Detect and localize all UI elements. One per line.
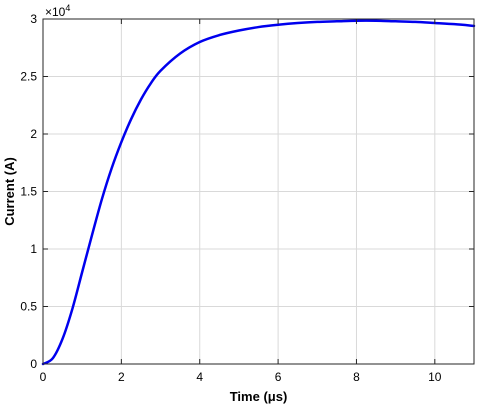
grid bbox=[43, 18, 474, 364]
x-tick-label: 8 bbox=[353, 370, 360, 384]
series-layer bbox=[41, 19, 476, 366]
y-tick-label: 3 bbox=[30, 12, 37, 26]
y-multiplier-base: ×10 bbox=[45, 5, 66, 19]
y-tick-label: 1.5 bbox=[20, 185, 37, 199]
x-axis-title: Time (μs) bbox=[230, 389, 288, 404]
y-tick-label: 1 bbox=[30, 242, 37, 256]
y-tick-label: 0.5 bbox=[20, 300, 37, 314]
x-tick-label: 4 bbox=[196, 370, 203, 384]
y-multiplier-exponent: 4 bbox=[65, 3, 70, 13]
y-axis-title: Current (A) bbox=[2, 157, 17, 226]
x-tick-label: 0 bbox=[40, 370, 47, 384]
x-tick-label: 10 bbox=[428, 370, 442, 384]
y-tick-label: 2 bbox=[30, 127, 37, 141]
y-multiplier-label: ×104 bbox=[45, 3, 70, 19]
y-tick-label: 0 bbox=[30, 357, 37, 371]
x-tick-label: 6 bbox=[275, 370, 282, 384]
ticks: 0 2 4 6 8 10 0 0.5 1 1.5 2 2.5 3 bbox=[20, 12, 474, 384]
y-tick-label: 2.5 bbox=[20, 70, 37, 84]
x-tick-label: 2 bbox=[118, 370, 125, 384]
current-series-line bbox=[41, 19, 476, 366]
